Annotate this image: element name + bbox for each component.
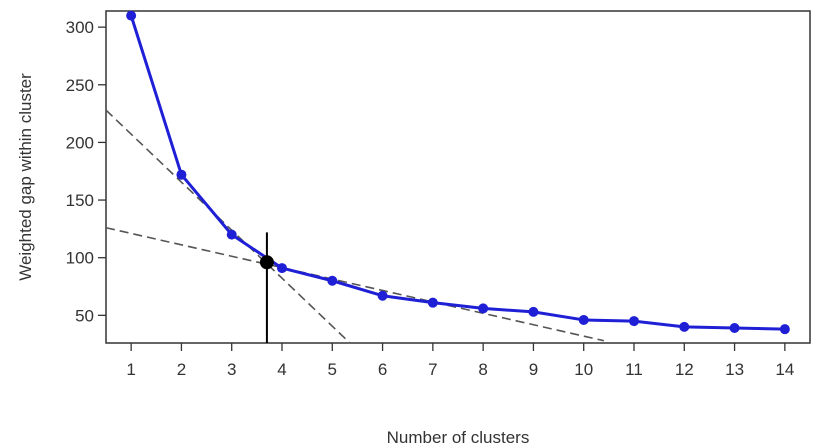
x-tick-label: 11	[625, 360, 643, 379]
y-tick-label: 50	[75, 306, 94, 325]
y-tick-label: 200	[66, 133, 94, 152]
data-point	[126, 10, 137, 21]
data-point	[478, 303, 489, 314]
data-point	[226, 229, 237, 240]
data-point	[528, 306, 539, 317]
y-tick-label: 150	[66, 191, 94, 210]
data-point	[779, 324, 790, 335]
y-axis: 50 100 150 200 250 300	[66, 18, 106, 325]
data-point	[729, 323, 740, 334]
y-tick-label: 100	[66, 249, 94, 268]
x-tick-label: 14	[775, 360, 794, 379]
series-layer	[126, 10, 790, 335]
plot-frame	[105, 10, 811, 344]
x-tick-label: 7	[428, 360, 437, 379]
x-tick-label: 5	[328, 360, 337, 379]
x-tick-label: 12	[675, 360, 694, 379]
y-tick-label: 250	[66, 76, 94, 95]
elbow-marker-group	[259, 232, 274, 343]
data-point	[578, 314, 589, 325]
x-axis: 1 2 3 4 5 6 7 8 9 10 11 12 13 14	[126, 343, 794, 379]
x-tick-label: 10	[574, 360, 593, 379]
tangent-line-2	[105, 226, 605, 342]
x-tick-label: 4	[277, 360, 286, 379]
x-tick-label: 2	[177, 360, 186, 379]
x-tick-label: 1	[126, 360, 135, 379]
x-tick-label: 6	[378, 360, 387, 379]
data-point	[277, 263, 287, 274]
y-tick-label: 300	[66, 18, 94, 37]
x-tick-label: 13	[725, 360, 744, 379]
x-tick-label: 8	[478, 360, 487, 379]
data-point	[327, 275, 338, 286]
elbow-point	[259, 255, 274, 270]
series-line	[129, 15, 785, 331]
tangent-line-1	[105, 109, 351, 344]
x-tick-label: 3	[227, 360, 236, 379]
y-axis-label: Weighted gap within cluster	[16, 73, 35, 281]
data-point	[377, 290, 388, 301]
x-axis-label: Number of clusters	[387, 428, 530, 447]
data-point	[176, 169, 187, 180]
data-point	[629, 316, 639, 327]
x-tick-label: 9	[529, 360, 538, 379]
data-point	[679, 321, 690, 332]
tangent-lines	[105, 109, 605, 344]
data-point	[427, 297, 438, 308]
